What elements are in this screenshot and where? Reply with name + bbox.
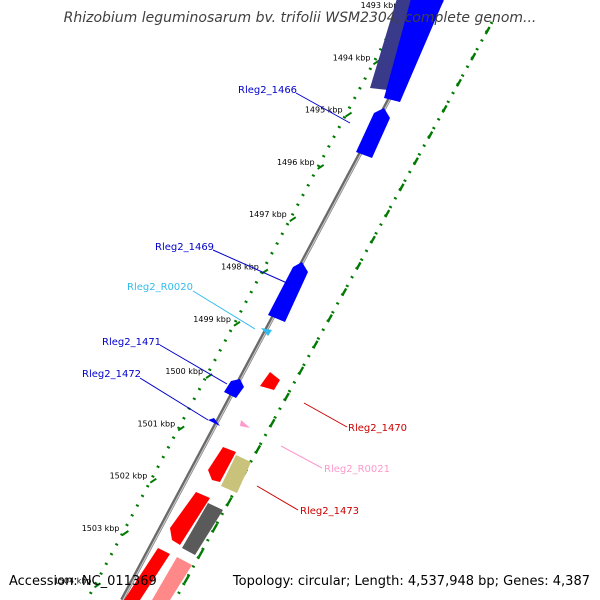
outer-dash	[269, 418, 276, 427]
outer-dash	[455, 78, 462, 87]
tick-mark	[261, 268, 269, 275]
tick-mark	[177, 425, 185, 432]
leader-1470	[303, 402, 348, 428]
gene-feature-1474[interactable]	[208, 447, 236, 482]
accession-label: Accession: NC_011369	[9, 574, 157, 589]
leader-1466	[295, 92, 351, 124]
gene-label-1469[interactable]: Rleg2_1469	[155, 242, 214, 253]
tick-label: 1496 kbp	[277, 158, 315, 167]
tick-label: 1503 kbp	[82, 524, 120, 533]
gene-label-1471[interactable]: Rleg2_1471	[102, 337, 161, 348]
tick-label: 1494 kbp	[333, 53, 371, 62]
tick-label: 1500 kbp	[165, 367, 203, 376]
gene-label-1472[interactable]: Rleg2_1472	[82, 369, 141, 380]
gene-feature-1472[interactable]	[208, 418, 220, 426]
tick-mark	[289, 216, 297, 223]
outer-dash	[398, 183, 405, 192]
gene-feature-1471[interactable]	[224, 379, 244, 398]
tick-label: 1504 kbp	[54, 576, 92, 585]
gene-feature-1467[interactable]	[384, 0, 446, 102]
outer-dashes	[183, 26, 491, 584]
outer-dash	[384, 209, 391, 218]
leader-1471	[159, 344, 228, 385]
outer-dash	[341, 287, 348, 297]
gene-feature-1473[interactable]	[221, 455, 251, 493]
leader-R0020	[192, 290, 256, 330]
gene-feature-1469[interactable]	[268, 262, 308, 322]
outer-dash	[412, 157, 419, 166]
outer-dash	[470, 52, 477, 61]
outer-dash	[183, 575, 190, 584]
leader-1469	[212, 249, 288, 284]
gene-label-R0020[interactable]: Rleg2_R0020	[127, 282, 193, 293]
gene-label-1470[interactable]: Rleg2_1470	[348, 423, 407, 434]
outer-dash	[355, 261, 362, 270]
genome-summary: Topology: circular; Length: 4,537,948 bp…	[232, 574, 590, 589]
tick-mark	[233, 320, 241, 327]
gene-feature-1476[interactable]	[170, 492, 210, 545]
outer-dash	[226, 497, 233, 506]
outer-dash	[484, 26, 491, 35]
tick-label: 1497 kbp	[249, 210, 287, 219]
outer-dash	[427, 131, 434, 140]
gene-feature-1466[interactable]	[356, 108, 390, 158]
gene-label-1466[interactable]: Rleg2_1466	[238, 85, 297, 96]
gene-label-R0021[interactable]: Rleg2_R0021	[324, 464, 390, 475]
tick-mark	[317, 164, 325, 170]
outer-dash	[212, 523, 219, 532]
gene-feature-1475[interactable]	[182, 503, 223, 555]
outer-dash	[255, 444, 262, 453]
gene-label-1473[interactable]: Rleg2_1473	[300, 506, 359, 517]
tick-mark	[149, 477, 157, 484]
tick-mark	[344, 111, 353, 118]
gene-feature-1477[interactable]	[152, 557, 192, 600]
tick-mark	[121, 530, 129, 536]
tick-label: 1495 kbp	[305, 106, 343, 115]
rna-feature-R0020[interactable]	[261, 328, 272, 336]
leader-1473	[256, 485, 299, 511]
outer-dash	[441, 104, 448, 114]
tick-label: 1498 kbp	[221, 263, 259, 272]
map-title: Rhizobium leguminosarum bv. trifolii WSM…	[63, 10, 537, 26]
leader-R0021	[280, 445, 323, 469]
outer-dash	[369, 235, 376, 244]
tick-label: 1493 kbp	[361, 1, 399, 10]
leader-1472	[139, 377, 209, 421]
outer-dash	[197, 549, 204, 558]
tick-mark	[93, 582, 102, 589]
outer-dash	[298, 366, 305, 375]
rna-feature-R0021[interactable]	[240, 420, 250, 428]
gene-feature-1478[interactable]	[124, 548, 170, 600]
outer-dash	[283, 392, 290, 401]
tick-label: 1499 kbp	[193, 315, 231, 324]
outer-dash	[326, 314, 333, 323]
tick-marks	[93, 7, 408, 589]
gene-feature-1470[interactable]	[260, 372, 280, 390]
tick-label: 1502 kbp	[110, 472, 148, 481]
tick-labels: 1493 kbp 1494 kbp 1495 kbp 1496 kbp 1497 kbp…	[54, 1, 399, 585]
tick-label: 1501 kbp	[137, 419, 175, 428]
outer-dash	[312, 340, 319, 349]
